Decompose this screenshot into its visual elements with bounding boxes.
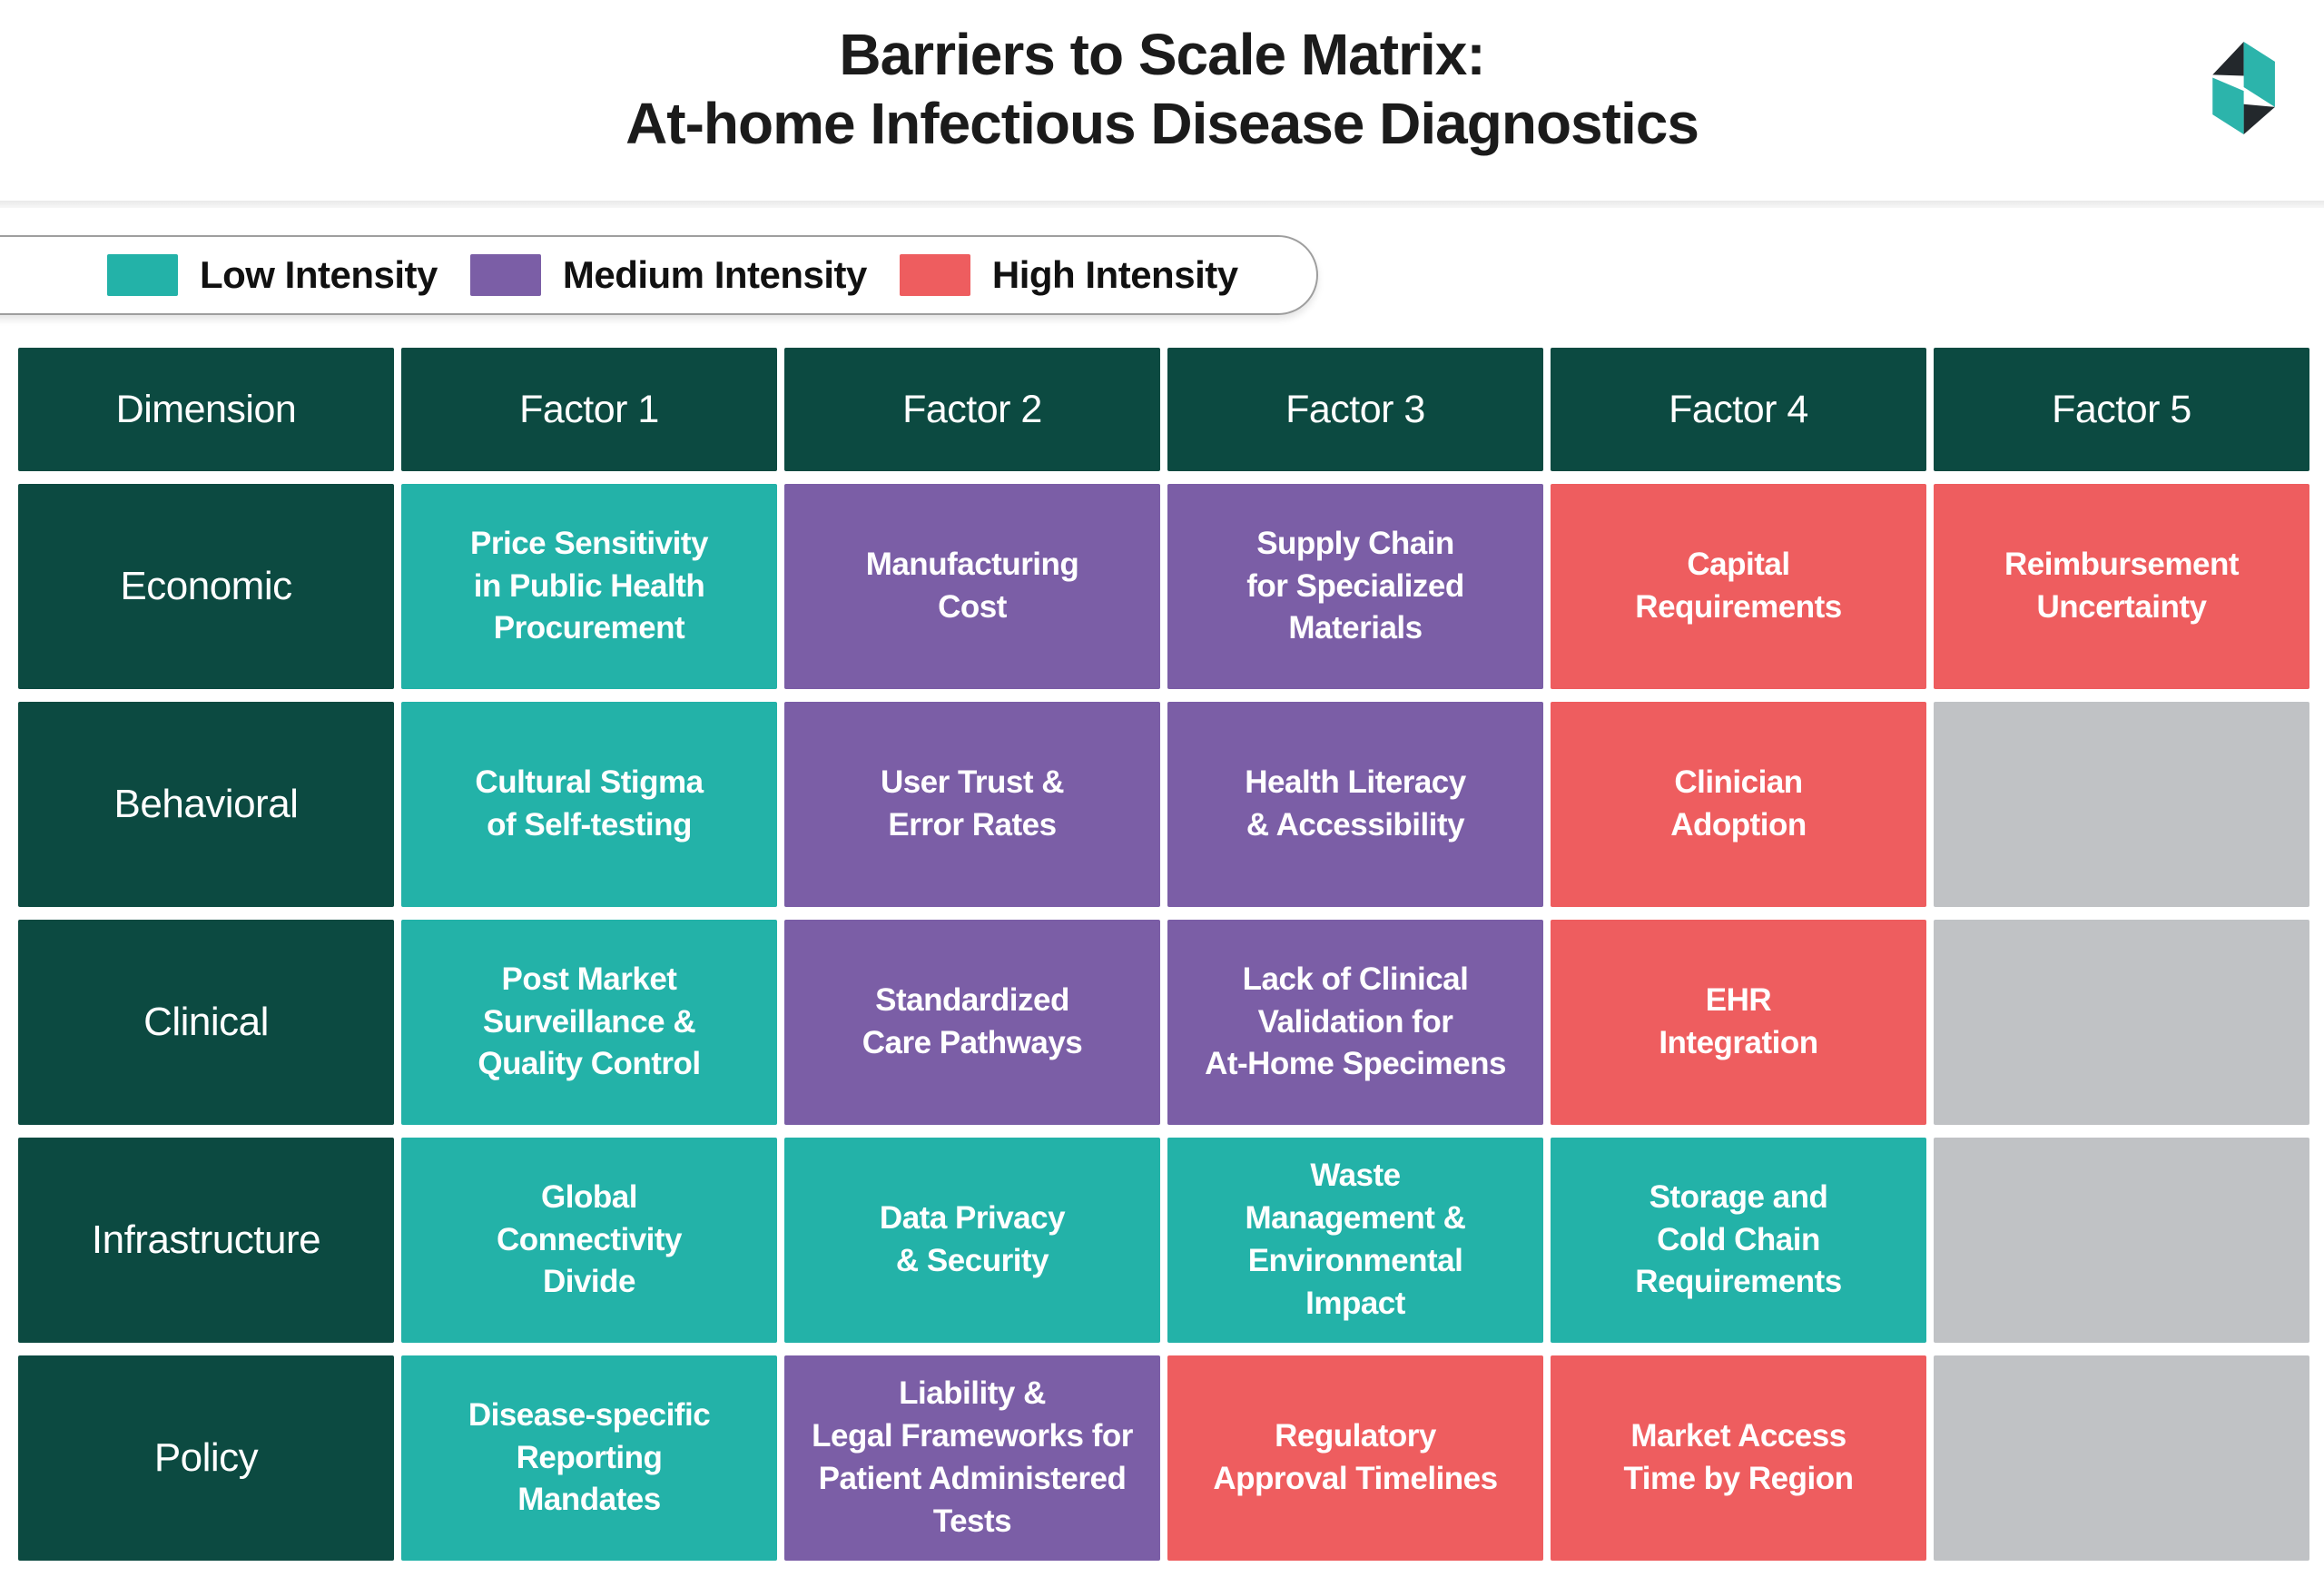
title-divider <box>0 201 2324 208</box>
hexagon-cube-logo-icon <box>2212 42 2275 134</box>
legend-label-medium: Medium Intensity <box>562 253 868 296</box>
high-intensity-swatch <box>899 254 970 296</box>
cell-clinical-factor-3: Lack of Clinical Validation for At-Home … <box>1167 920 1543 1125</box>
column-header-factor-3: Factor 3 <box>1167 348 1543 471</box>
column-header-factor-2: Factor 2 <box>784 348 1160 471</box>
cell-policy-factor-4: Market Access Time by Region <box>1551 1355 1926 1561</box>
cell-behavioral-factor-3: Health Literacy & Accessibility <box>1167 702 1543 907</box>
row-header-infrastructure: Infrastructure <box>18 1138 394 1343</box>
row-header-clinical: Clinical <box>18 920 394 1125</box>
cell-policy-factor-2: Liability & Legal Frameworks for Patient… <box>784 1355 1160 1561</box>
cell-clinical-factor-4: EHR Integration <box>1551 920 1926 1125</box>
cell-policy-factor-5-empty <box>1934 1355 2309 1561</box>
cell-policy-factor-1: Disease-specific Reporting Mandates <box>401 1355 777 1561</box>
barriers-matrix: Dimension Factor 1 Factor 2 Factor 3 Fac… <box>18 348 2309 1561</box>
intensity-legend: Low Intensity Medium Intensity High Inte… <box>0 235 1318 315</box>
page-title-line-2: At-home Infectious Disease Diagnostics <box>625 91 1699 157</box>
cell-economic-factor-2: Manufacturing Cost <box>784 484 1160 689</box>
cell-infrastructure-factor-5-empty <box>1934 1138 2309 1343</box>
legend-label-low: Low Intensity <box>200 253 438 296</box>
cell-infrastructure-factor-3: Waste Management & Environmental Impact <box>1167 1138 1543 1343</box>
column-header-factor-5: Factor 5 <box>1934 348 2309 471</box>
legend-item-high: High Intensity <box>899 253 1238 297</box>
cell-economic-factor-1: Price Sensitivity in Public Health Procu… <box>401 484 777 689</box>
cell-behavioral-factor-5-empty <box>1934 702 2309 907</box>
medium-intensity-swatch <box>469 254 541 296</box>
cell-infrastructure-factor-2: Data Privacy & Security <box>784 1138 1160 1343</box>
row-header-policy: Policy <box>18 1355 394 1561</box>
cell-economic-factor-5: Reimbursement Uncertainty <box>1934 484 2309 689</box>
column-header-factor-4: Factor 4 <box>1551 348 1926 471</box>
legend-item-medium: Medium Intensity <box>469 253 868 297</box>
cell-economic-factor-4: Capital Requirements <box>1551 484 1926 689</box>
cell-infrastructure-factor-4: Storage and Cold Chain Requirements <box>1551 1138 1926 1343</box>
cell-policy-factor-3: Regulatory Approval Timelines <box>1167 1355 1543 1561</box>
cell-behavioral-factor-1: Cultural Stigma of Self-testing <box>401 702 777 907</box>
cell-clinical-factor-2: Standardized Care Pathways <box>784 920 1160 1125</box>
low-intensity-swatch <box>107 254 178 296</box>
cell-behavioral-factor-4: Clinician Adoption <box>1551 702 1926 907</box>
row-header-economic: Economic <box>18 484 394 689</box>
column-header-factor-1: Factor 1 <box>401 348 777 471</box>
legend-item-low: Low Intensity <box>107 253 438 297</box>
cell-clinical-factor-5-empty <box>1934 920 2309 1125</box>
page-title: Barriers to Scale Matrix: At-home Infect… <box>0 20 2324 158</box>
page-title-line-1: Barriers to Scale Matrix: <box>839 22 1485 87</box>
cell-clinical-factor-1: Post Market Surveillance & Quality Contr… <box>401 920 777 1125</box>
row-header-behavioral: Behavioral <box>18 702 394 907</box>
legend-label-high: High Intensity <box>991 253 1238 296</box>
cell-economic-factor-3: Supply Chain for Specialized Materials <box>1167 484 1543 689</box>
cell-infrastructure-factor-1: Global Connectivity Divide <box>401 1138 777 1343</box>
column-header-dimension: Dimension <box>18 348 394 471</box>
cell-behavioral-factor-2: User Trust & Error Rates <box>784 702 1160 907</box>
